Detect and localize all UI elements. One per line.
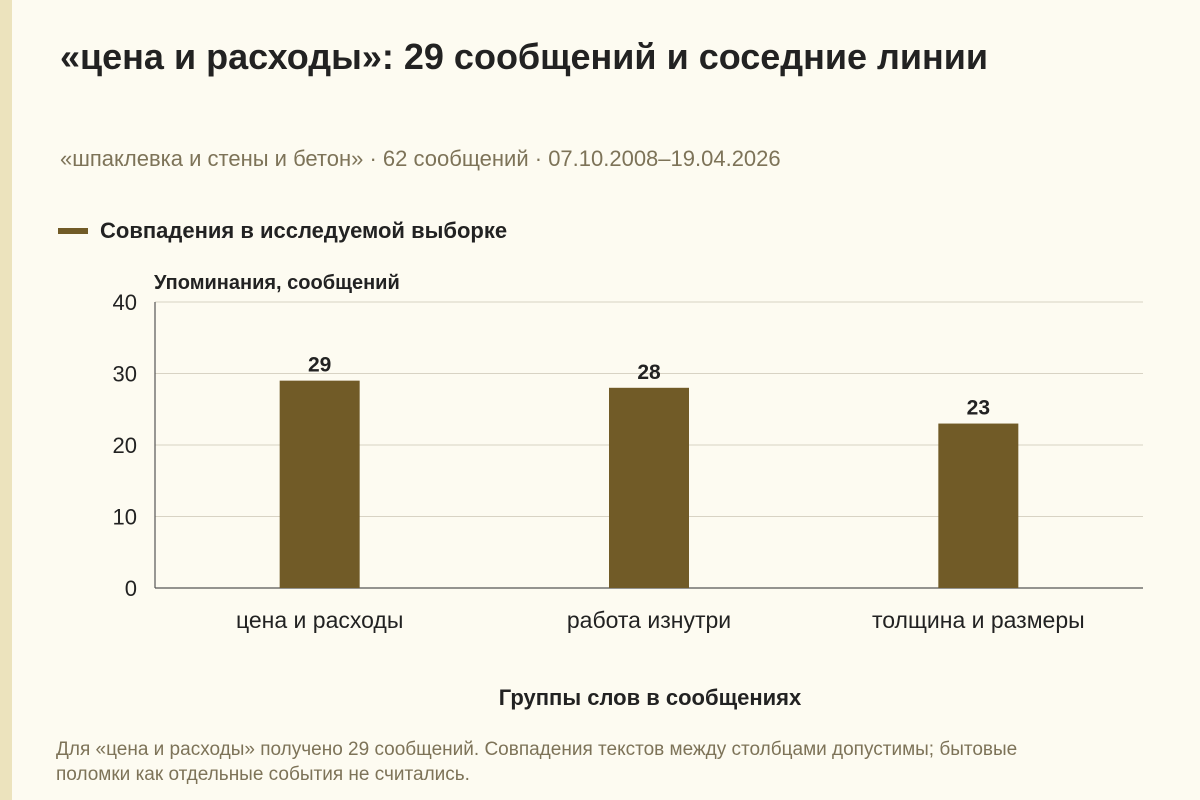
x-axis-label: Группы слов в сообщениях xyxy=(498,685,802,710)
y-tick-label: 10 xyxy=(113,505,137,530)
legend-swatch xyxy=(58,228,88,234)
bar-value-label: 29 xyxy=(308,354,331,377)
chart-title: «цена и расходы»: 29 сообщений и соседни… xyxy=(60,36,989,77)
y-tick-label: 0 xyxy=(125,576,137,601)
chart-legend: Совпадения в исследуемой выборке xyxy=(58,218,507,244)
y-tick-label: 30 xyxy=(113,362,137,387)
bar-value-label: 23 xyxy=(967,397,990,420)
x-tick-label: толщина и размеры xyxy=(872,607,1085,633)
bar-value-label: 28 xyxy=(637,361,661,384)
legend-label: Совпадения в исследуемой выборке xyxy=(100,218,508,243)
y-tick-label: 20 xyxy=(113,433,137,458)
bar xyxy=(938,423,1019,588)
y-axis-label: Упоминания, сообщений xyxy=(154,272,400,294)
footnote: Для «цена и расходы» получено 29 сообщен… xyxy=(56,739,1018,785)
bar xyxy=(609,387,689,588)
x-tick-label: работа изнутри xyxy=(567,607,731,633)
left-accent-stripe xyxy=(0,0,12,800)
bar xyxy=(279,380,360,588)
y-tick-label: 40 xyxy=(113,290,137,315)
x-tick-label: цена и расходы xyxy=(236,607,403,633)
chart-subtitle: «шпаклевка и стены и бетон» · 62 сообщен… xyxy=(60,146,781,171)
